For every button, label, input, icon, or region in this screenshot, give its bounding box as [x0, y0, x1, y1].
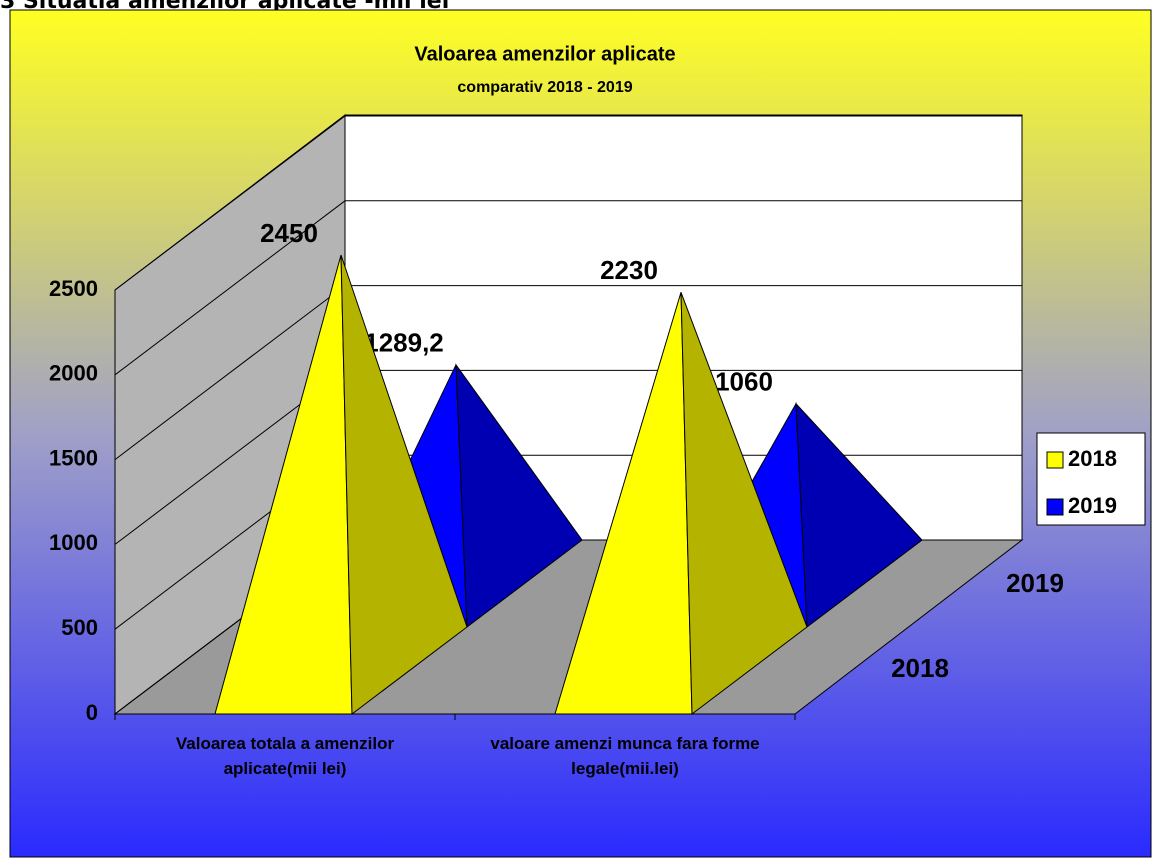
- x-tick-label: valoare amenzi munca fara forme legale(m…: [490, 734, 760, 778]
- y-tick-label: 1500: [49, 445, 98, 470]
- y-tick-label: 1000: [49, 530, 98, 555]
- legend-swatch: [1046, 451, 1064, 469]
- pyramid-side: [455, 363, 583, 628]
- y-tick-label: 2000: [49, 361, 98, 386]
- pyramid-side: [795, 402, 923, 628]
- x-tick-label: Valoarea totala a amenzilor aplicate(mii…: [175, 734, 395, 778]
- y-tick-label: 2500: [49, 276, 98, 301]
- chart-title: Valoarea amenzilor aplicate: [414, 43, 675, 65]
- depth-label: 2019: [1006, 568, 1064, 598]
- grid-line: [114, 200, 346, 376]
- legend-label: 2019: [1068, 493, 1117, 518]
- value-label: 2230: [600, 255, 658, 285]
- y-tick-label: 0: [86, 700, 98, 725]
- legend-swatch: [1046, 498, 1064, 516]
- pyramid-side: [340, 254, 468, 715]
- chart-subtitle: comparativ 2018 - 2019: [457, 79, 632, 96]
- value-label: 2450: [260, 218, 318, 248]
- legend-label: 2018: [1068, 446, 1117, 471]
- value-label: 1060: [715, 367, 773, 397]
- y-tick-label: 500: [61, 615, 98, 640]
- grid-line: [114, 285, 346, 460]
- grid-line: [114, 115, 346, 291]
- pyramid-side: [680, 292, 808, 715]
- value-label: 1289,2: [364, 328, 444, 358]
- depth-label: 2018: [891, 653, 949, 683]
